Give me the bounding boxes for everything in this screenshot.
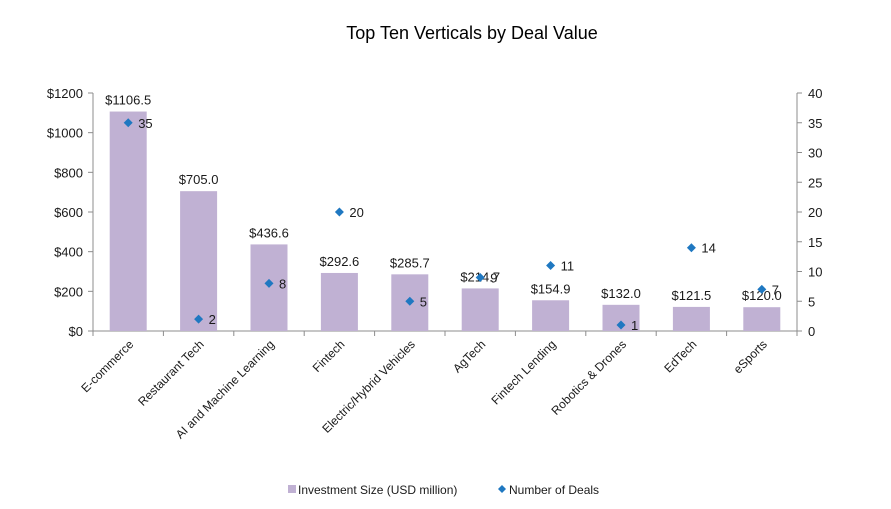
deals-marker (686, 243, 696, 253)
bar (180, 191, 218, 331)
category-label: EdTech (661, 337, 699, 375)
right-axis: 0 5 10 15 20 25 30 35 40 (796, 86, 822, 339)
left-axis-tick-label: $1200 (47, 86, 83, 101)
right-axis-tick-label: 0 (808, 324, 815, 339)
deals-value-label: 5 (420, 294, 427, 309)
category-label: AgTech (450, 337, 488, 375)
legend: Investment Size (USD million) Number of … (288, 483, 599, 497)
bar-value-label: $705.0 (179, 172, 219, 187)
legend-label-deals: Number of Deals (509, 483, 599, 497)
deals-value-label: 11 (561, 259, 575, 274)
left-axis-tick-label: $600 (54, 205, 83, 220)
x-axis (92, 330, 798, 336)
bar (320, 272, 358, 331)
bar-value-label: $121.5 (672, 288, 712, 303)
bar (109, 111, 147, 332)
right-axis-tick-label: 25 (808, 175, 822, 190)
legend-swatch-investment (288, 485, 296, 493)
left-axis-tick-label: $800 (54, 165, 83, 180)
bar-value-label: $120.0 (742, 288, 782, 303)
legend-label-investment: Investment Size (USD million) (298, 483, 457, 497)
category-label: Robotics & Drones (548, 337, 629, 418)
left-axis-tick-label: $0 (69, 324, 83, 339)
chart-title: Top Ten Verticals by Deal Value (346, 23, 597, 43)
deals-value-label: 35 (138, 116, 152, 131)
deals-value-label: 2 (209, 312, 216, 327)
right-axis-tick-label: 5 (808, 294, 815, 309)
right-axis-tick-label: 35 (808, 116, 822, 131)
deals-marker (194, 314, 204, 324)
deals-marker (546, 261, 556, 271)
left-axis: $0 $200 $400 $600 $800 $1000 $1200 (47, 86, 94, 339)
category-label: Restaurant Tech (135, 337, 207, 409)
deals-value-label: 9 (490, 270, 497, 285)
bar-value-label: $292.6 (320, 254, 360, 269)
bar (743, 307, 781, 331)
deals-marker (264, 278, 274, 288)
right-axis-tick-label: 20 (808, 205, 822, 220)
deals-marker (757, 284, 767, 294)
bar-value-label: $1106.5 (105, 93, 151, 108)
right-axis-tick-label: 10 (808, 265, 822, 280)
category-label: Fintech Lending (488, 337, 558, 407)
category-label: E-commerce (78, 337, 136, 395)
deals-value-label: 7 (772, 282, 779, 297)
left-axis-tick-label: $400 (54, 245, 83, 260)
deals-value-label: 14 (701, 241, 715, 256)
bar-value-label: $436.6 (249, 225, 289, 240)
right-axis-tick-label: 30 (808, 146, 822, 161)
deals-marker (123, 118, 133, 128)
deals-marker (334, 207, 344, 217)
bar-series (109, 111, 781, 332)
deals-series (123, 118, 767, 330)
category-label: eSports (731, 337, 770, 376)
bar (532, 300, 570, 331)
right-axis-tick-label: 40 (808, 86, 822, 101)
deals-marker (616, 320, 626, 330)
deals-value-label: 20 (349, 205, 363, 220)
bar (672, 306, 710, 331)
bar (461, 288, 499, 331)
legend-swatch-deals (498, 485, 506, 493)
bar-data-labels: $1106.5$705.0$436.6$292.6$285.7$214.7$15… (105, 93, 781, 304)
bar-value-label: $285.7 (390, 255, 430, 270)
category-label: Fintech (310, 337, 348, 375)
left-axis-tick-label: $1000 (47, 126, 83, 141)
deals-value-label: 8 (279, 276, 286, 291)
deals-marker (405, 296, 415, 306)
deals-value-label: 1 (631, 318, 638, 333)
bar-value-label: $154.9 (531, 281, 571, 296)
left-axis-tick-label: $200 (54, 284, 83, 299)
right-axis-tick-label: 15 (808, 235, 822, 250)
bar-value-label: $132.0 (601, 286, 641, 301)
deals-marker (475, 272, 485, 282)
